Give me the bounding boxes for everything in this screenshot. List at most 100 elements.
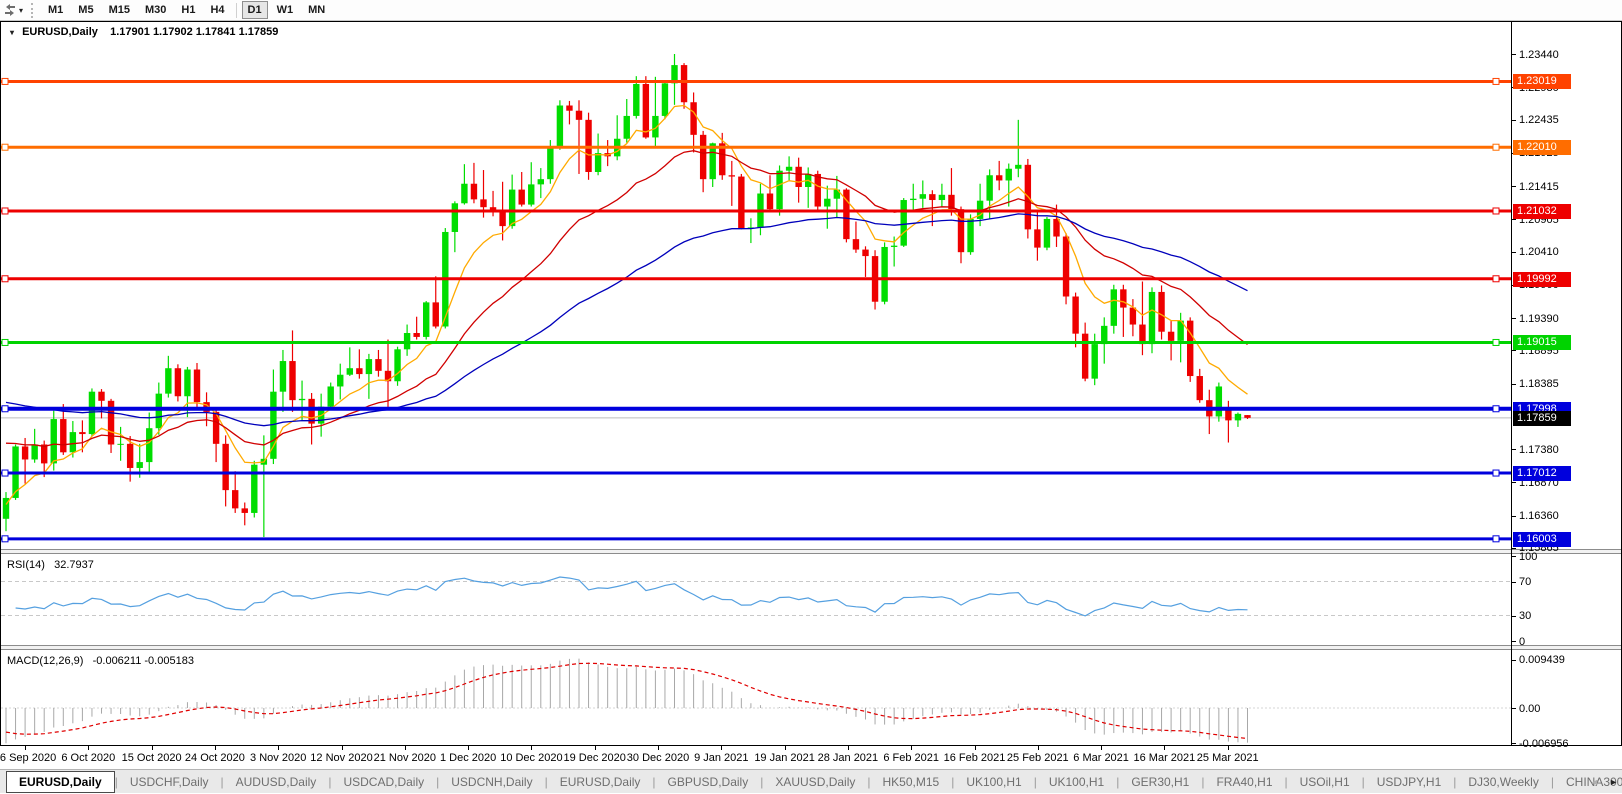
ma-fast-line [5, 104, 1248, 505]
candle-body [814, 173, 821, 207]
candle-body [165, 368, 172, 394]
chart-tab-GER30-H1[interactable]: GER30,H1 [1131, 774, 1190, 789]
level-price-badge: 1.19992 [1513, 271, 1571, 287]
date-tick-mark [341, 746, 343, 750]
level-handle[interactable] [1, 338, 9, 346]
timeframe-button-H4[interactable]: H4 [210, 4, 225, 16]
candle-body [508, 189, 516, 227]
tab-scroll-left-icon[interactable]: ◄ [1590, 777, 1600, 787]
timeframe-button-MN[interactable]: MN [308, 4, 326, 16]
level-price-badge: 1.19015 [1513, 335, 1571, 351]
chart-tab-USDCNH-Daily[interactable]: USDCNH,Daily [451, 774, 533, 789]
candle-body [308, 398, 315, 424]
rsi-indicator-label: RSI(14) 32.7937 [7, 559, 94, 571]
timeframe-button-H1[interactable]: H1 [181, 4, 196, 16]
pane-separator[interactable] [1, 549, 1621, 554]
level-handle[interactable] [1492, 469, 1500, 477]
tick-mark [1512, 54, 1516, 55]
tick-value: 0 [1519, 635, 1526, 648]
chart-tab-XAUUSD-Daily[interactable]: XAUUSD,Daily [775, 774, 856, 789]
level-handle[interactable] [1, 535, 9, 543]
chart-window: ▾ EURUSD,Daily 1.17901 1.17902 1.17841 1… [0, 21, 1622, 750]
level-handle[interactable] [1492, 405, 1500, 413]
candle-body [1101, 325, 1108, 345]
macd-pane[interactable] [1, 650, 1511, 745]
price-axis[interactable]: 1.234401.229301.224351.219251.214151.209… [1511, 22, 1621, 750]
time-axis[interactable]: 26 Sep 2020 6 Oct 2020 15 Oct 2020 24 Oct 2… [0, 746, 1622, 769]
timeframe-button-M5[interactable]: M5 [78, 4, 94, 16]
tab-scroll-right-icon[interactable]: ► [1609, 777, 1618, 787]
toolbar-grip[interactable] [31, 2, 36, 18]
chart-tab-AUDUSD-Daily[interactable]: AUDUSD,Daily [235, 774, 317, 789]
price-pane[interactable] [1, 22, 1511, 549]
date-label: 6 Feb 2021 [883, 752, 940, 764]
price-tick-label: 1.20410 [1512, 246, 1559, 258]
candle-body [986, 175, 993, 201]
candle-body [489, 207, 497, 210]
candle-body [518, 189, 525, 205]
candle-body [890, 245, 898, 247]
candle-body [719, 143, 726, 176]
timeframe-button-W1[interactable]: W1 [276, 4, 294, 16]
timeframe-button-M15[interactable]: M15 [108, 4, 130, 16]
chart-tab-EURUSD-Daily[interactable]: EURUSD,Daily [559, 774, 641, 789]
level-handle[interactable] [1492, 207, 1500, 215]
chart-tab-USDCHF-Daily[interactable]: USDCHF,Daily [129, 774, 209, 789]
level-handle[interactable] [1, 77, 9, 85]
chart-tab-UK100-H1[interactable]: UK100,H1 [1048, 774, 1105, 789]
tab-divider: | [114, 774, 118, 789]
candle-body [1110, 289, 1117, 326]
timeframe-button-M30[interactable]: M30 [144, 4, 167, 16]
tab-divider: | [328, 774, 332, 789]
timeframe-button-M1[interactable]: M1 [48, 4, 64, 16]
tick-mark [1512, 615, 1516, 617]
timeframe-button-D1[interactable]: D1 [241, 1, 268, 19]
macd-indicator-label: MACD(12,26,9) -0.006211 -0.005183 [7, 655, 194, 667]
rsi-pane[interactable] [1, 554, 1511, 645]
symbol-dropdown-icon[interactable]: ▾ [10, 28, 15, 37]
level-handle[interactable] [1, 207, 9, 215]
candle-body [41, 444, 48, 464]
level-handle[interactable] [1, 143, 9, 151]
tick-mark [1512, 641, 1516, 642]
level-handle[interactable] [1492, 143, 1500, 151]
level-handle[interactable] [1492, 275, 1500, 283]
level-handle[interactable] [1492, 535, 1500, 543]
chart-tab-GBPUSD-Daily[interactable]: GBPUSD,Daily [667, 774, 749, 789]
tab-scroll-arrows: ◄ ► [1582, 770, 1618, 794]
date-label: 24 Oct 2020 [184, 752, 245, 764]
tab-divider: | [652, 774, 656, 789]
chart-shift-icon[interactable] [3, 3, 17, 17]
candle-body [671, 65, 678, 84]
date-label: 16 Feb 2021 [943, 752, 1006, 764]
tick-mark [1512, 581, 1516, 583]
candle-body [938, 194, 946, 201]
candle-body [1034, 229, 1041, 248]
candle-body [222, 443, 229, 491]
pane-separator[interactable] [1, 645, 1621, 650]
tick-mark [1512, 186, 1516, 187]
chart-tab-UK100-H1[interactable]: UK100,H1 [966, 774, 1022, 789]
level-handle[interactable] [1492, 338, 1500, 346]
chart-tab-HK50-M15[interactable]: HK50,M15 [882, 774, 940, 789]
candle-body [117, 443, 124, 445]
level-handle[interactable] [1492, 77, 1500, 85]
macd-tick-label: 0.009439 [1512, 654, 1565, 666]
level-handle[interactable] [1, 275, 9, 283]
tool-dropdown-caret-icon[interactable]: ▾ [19, 5, 24, 15]
candle-body [432, 302, 439, 327]
chart-tab-USOil-H1[interactable]: USOil,H1 [1299, 774, 1350, 789]
chart-tab-EURUSD-Daily[interactable]: EURUSD,Daily [6, 770, 115, 793]
chart-tab-USDJPY-H1[interactable]: USDJPY,H1 [1376, 774, 1442, 789]
date-tick-mark [974, 746, 976, 750]
chart-tab-USDCAD-Daily[interactable]: USDCAD,Daily [343, 774, 425, 789]
chart-tab-FRA40-H1[interactable]: FRA40,H1 [1216, 774, 1273, 789]
candle-body [843, 189, 850, 240]
candle-body [566, 105, 573, 111]
level-handle[interactable] [1, 405, 9, 413]
chart-tab-CHINA300-H1[interactable]: CHINA300,H1 [1565, 774, 1622, 789]
candle-body [212, 411, 220, 444]
level-handle[interactable] [1, 469, 9, 477]
chart-tab-DJ30-Weekly[interactable]: DJ30,Weekly [1468, 774, 1539, 789]
date-label: 9 Jan 2021 [694, 752, 749, 764]
